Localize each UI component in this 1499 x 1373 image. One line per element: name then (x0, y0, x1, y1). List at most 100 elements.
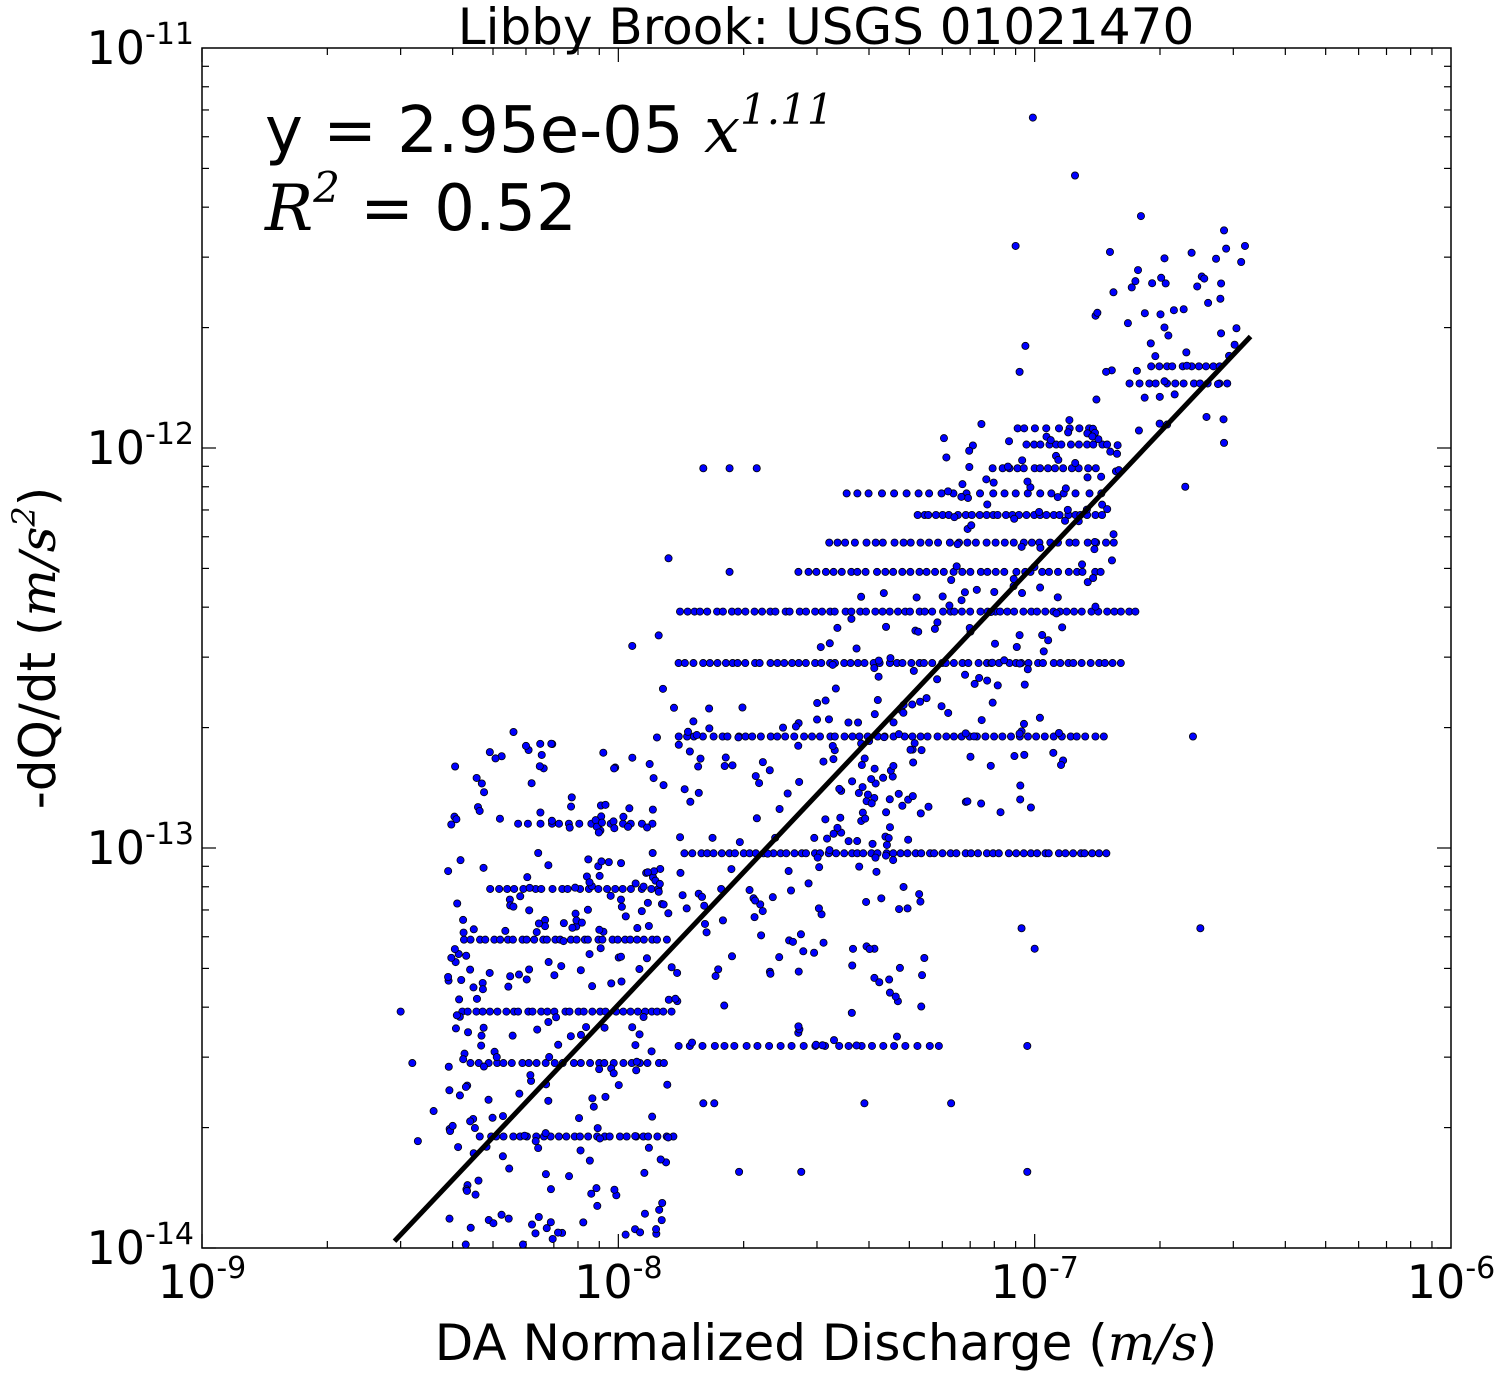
fit-equation-exp: 1.11 (740, 85, 834, 134)
scatter-point (503, 884, 512, 893)
scatter-point (873, 696, 882, 705)
scatter-point (674, 740, 683, 749)
scatter-point (1062, 607, 1071, 616)
scatter-point (676, 607, 685, 616)
scatter-point (1168, 362, 1177, 371)
scatter-point (502, 1007, 511, 1016)
scatter-point (700, 901, 709, 910)
scatter-point (475, 1132, 484, 1141)
scatter-point (721, 753, 730, 762)
scatter-point (656, 1155, 665, 1164)
scatter-point (853, 659, 862, 668)
scatter-point (702, 928, 711, 937)
scatter-point (1089, 440, 1098, 449)
scatter-point (584, 855, 593, 864)
scatter-point (595, 925, 604, 934)
scatter-point (1069, 849, 1078, 858)
scatter-point (913, 1041, 922, 1050)
scatter-point (516, 892, 525, 901)
scatter-point (555, 819, 564, 828)
scatter-point (697, 892, 706, 901)
scatter-point (639, 1013, 648, 1022)
scatter-point (477, 1031, 486, 1040)
scatter-point (734, 733, 743, 742)
scatter-point (1109, 288, 1118, 297)
scatter-point (1217, 329, 1226, 338)
scatter-point (655, 1205, 664, 1214)
scatter-point (990, 732, 999, 741)
scatter-point (1054, 455, 1063, 464)
scatter-point (592, 1184, 601, 1193)
scatter-point (1012, 643, 1021, 652)
scatter-point (607, 979, 616, 988)
scatter-point (914, 627, 923, 636)
scatter-point (1071, 171, 1080, 180)
scatter-point (1237, 258, 1246, 267)
scatter-point (1011, 241, 1020, 250)
scatter-point (509, 1132, 518, 1141)
scatter-point (1077, 659, 1086, 668)
scatter-point (1155, 362, 1164, 371)
scatter-point (939, 607, 948, 616)
scatter-point (1020, 680, 1029, 689)
scatter-point (862, 897, 871, 906)
scatter-point (852, 1041, 861, 1050)
scatter-point (576, 1059, 585, 1068)
scatter-point (947, 1099, 956, 1108)
scatter-point (939, 567, 948, 576)
scatter-point (813, 699, 822, 708)
scatter-point (609, 817, 618, 826)
scatter-point (450, 945, 459, 954)
scatter-point (745, 886, 754, 895)
scatter-point (934, 1041, 943, 1050)
scatter-point (1018, 456, 1027, 465)
scatter-point (445, 1086, 454, 1095)
scatter-point (544, 958, 553, 967)
scatter-point (974, 659, 983, 668)
scatter-point (882, 622, 891, 631)
scatter-point (890, 1041, 899, 1050)
scatter-point (810, 833, 819, 842)
scatter-point (505, 1164, 514, 1173)
scatter-points (396, 113, 1249, 1249)
scatter-point (889, 849, 898, 858)
scatter-point (993, 510, 1002, 519)
scatter-point (1179, 379, 1188, 388)
scatter-point (751, 896, 760, 905)
scatter-point (776, 1041, 785, 1050)
scatter-point (930, 624, 939, 633)
scatter-point (903, 849, 912, 858)
scatter-point (858, 783, 867, 792)
scatter-point (908, 700, 917, 709)
scatter-point (1091, 602, 1100, 611)
scatter-point (906, 567, 915, 576)
scatter-point (939, 434, 948, 443)
scatter-point (881, 851, 890, 860)
scatter-point (1187, 248, 1196, 257)
scatter-point (544, 1096, 553, 1105)
scatter-point (860, 1099, 869, 1108)
scatter-point (1071, 459, 1080, 468)
scatter-point (626, 884, 635, 893)
scatter-point (970, 679, 979, 688)
scatter-point (1230, 340, 1239, 349)
scatter-point (881, 567, 890, 576)
scatter-point (892, 1032, 901, 1041)
scatter-point (1217, 279, 1226, 288)
scatter-point (708, 833, 717, 842)
scatter-point (734, 607, 743, 616)
scatter-point (575, 1132, 584, 1141)
scatter-point (815, 863, 824, 872)
scatter-point (689, 659, 698, 668)
scatter-point (835, 1041, 844, 1050)
scatter-point (1202, 412, 1211, 421)
scatter-point (1097, 472, 1106, 481)
scatter-point (396, 1007, 405, 1016)
scatter-point (947, 575, 956, 584)
scatter-point (756, 732, 765, 741)
scatter-point (758, 907, 767, 916)
scatter-point (498, 1152, 507, 1161)
scatter-point (527, 779, 536, 788)
scatter-point (765, 1041, 774, 1050)
scatter-point (447, 820, 456, 829)
